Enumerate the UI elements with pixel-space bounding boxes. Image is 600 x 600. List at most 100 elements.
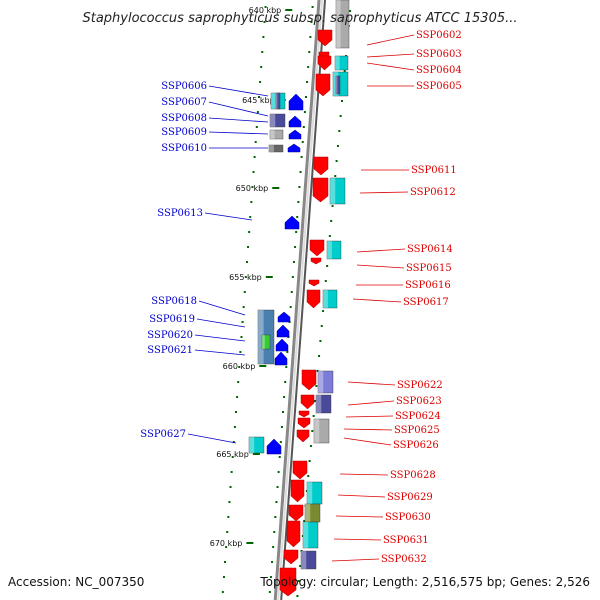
dark-feature-block-shade xyxy=(269,145,274,152)
cyan-feature-block[interactable] xyxy=(302,521,319,549)
cyan-feature-block-shade xyxy=(333,72,339,96)
leader-line xyxy=(366,53,415,58)
gray-feature-block[interactable] xyxy=(269,129,284,140)
plus-gene-arrow[interactable] xyxy=(283,549,299,565)
gene-labels[interactable]: SSP0606 SSP0607 SSP0608 SSP0609 SSP0610 SSP06… xyxy=(140,30,461,565)
plus-gene-arrow[interactable] xyxy=(317,55,332,71)
guide-dot xyxy=(309,36,312,38)
plus-gene-label[interactable]: SSP0622 xyxy=(397,380,443,391)
plus-gene-label[interactable]: SSP0615 xyxy=(406,263,452,274)
guide-dot xyxy=(336,145,339,147)
plus-gene-arrow[interactable] xyxy=(292,460,308,480)
plus-gene-arrow[interactable] xyxy=(297,417,311,429)
minus-gene-arrow[interactable] xyxy=(288,129,302,140)
plus-gene-label[interactable]: SSP0604 xyxy=(416,65,462,76)
plus-gene-label[interactable]: SSP0628 xyxy=(390,470,436,481)
plus-gene-arrow[interactable] xyxy=(312,177,329,203)
minus-gene-label[interactable]: SSP0610 xyxy=(161,143,207,154)
guide-dot xyxy=(276,486,279,488)
minus-gene-arrow[interactable] xyxy=(288,115,302,128)
plus-gene-label[interactable]: SSP0616 xyxy=(405,280,451,291)
cyan-feature-block[interactable] xyxy=(329,177,346,205)
minus-gene-label[interactable]: SSP0621 xyxy=(147,345,193,356)
plus-gene-arrow[interactable] xyxy=(288,504,304,522)
plus-gene-arrow[interactable] xyxy=(309,239,325,257)
backbone-outer xyxy=(273,0,321,600)
slate-feature-block[interactable] xyxy=(335,75,341,95)
guide-dot xyxy=(311,430,314,432)
slate-feature-block[interactable] xyxy=(275,92,281,110)
plus-gene-arrow[interactable] xyxy=(313,156,329,176)
plus-gene-label[interactable]: SSP0617 xyxy=(403,297,449,308)
minus-gene-label[interactable]: SSP0609 xyxy=(161,127,207,138)
plus-gene-arrow[interactable] xyxy=(290,479,305,503)
plus-gene-label[interactable]: SSP0611 xyxy=(411,165,457,176)
plus-gene-arrow[interactable] xyxy=(296,429,310,443)
plus-gene-label[interactable]: SSP0614 xyxy=(407,244,453,255)
cyan-feature-block-shade xyxy=(303,522,309,548)
cyan-feature-block[interactable] xyxy=(248,436,265,454)
plus-gene-label[interactable]: SSP0603 xyxy=(416,49,462,60)
minus-gene-arrow[interactable] xyxy=(266,438,282,455)
gene-features[interactable] xyxy=(248,0,350,597)
cyan-feature-block[interactable] xyxy=(326,240,342,260)
plus-gene-arrow[interactable] xyxy=(308,279,320,287)
gray-feature-block[interactable] xyxy=(313,418,330,444)
slate-feature-block[interactable] xyxy=(269,113,286,128)
dark-feature-block[interactable] xyxy=(268,144,284,153)
guide-dot xyxy=(272,546,275,548)
minus-gene-arrow[interactable] xyxy=(287,143,301,153)
minus-gene-label[interactable]: SSP0618 xyxy=(151,296,197,307)
minus-gene-label[interactable]: SSP0608 xyxy=(161,113,207,124)
plus-gene-arrow[interactable] xyxy=(315,73,331,97)
plus-gene-label[interactable]: SSP0631 xyxy=(383,535,429,546)
leader-line xyxy=(343,437,392,446)
minus-gene-label[interactable]: SSP0619 xyxy=(149,314,195,325)
plus-gene-label[interactable]: SSP0623 xyxy=(396,396,442,407)
plus-gene-arrow[interactable] xyxy=(306,289,321,309)
gray-feature-block[interactable] xyxy=(335,0,350,49)
plus-gene-arrow[interactable] xyxy=(317,29,333,47)
plus-gene-arrow[interactable] xyxy=(300,394,315,410)
minus-gene-arrow[interactable] xyxy=(288,93,304,111)
leader-line xyxy=(356,248,406,253)
minus-gene-label[interactable]: SSP0606 xyxy=(161,81,207,92)
plus-gene-arrow[interactable] xyxy=(286,520,301,548)
cyan-feature-block[interactable] xyxy=(322,289,338,309)
guide-dot xyxy=(254,141,257,143)
guide-dot xyxy=(222,576,225,578)
plus-gene-label[interactable]: SSP0605 xyxy=(416,81,462,92)
minus-gene-arrow[interactable] xyxy=(284,215,300,230)
slate-feature-block[interactable] xyxy=(300,550,317,570)
minus-gene-arrow[interactable] xyxy=(274,351,288,366)
plus-gene-label[interactable]: SSP0630 xyxy=(385,512,431,523)
plus-gene-label[interactable]: SSP0626 xyxy=(393,440,439,451)
green-feature-block[interactable] xyxy=(261,334,271,350)
plus-gene-label[interactable]: SSP0624 xyxy=(395,411,441,422)
periwinkle-feature-block[interactable] xyxy=(317,370,334,394)
minus-gene-label[interactable]: SSP0613 xyxy=(157,208,203,219)
plus-gene-label[interactable]: SSP0632 xyxy=(381,554,427,565)
guide-dot xyxy=(328,235,331,237)
cyan-feature-block[interactable] xyxy=(334,55,349,71)
guide-dot xyxy=(233,426,236,428)
minus-gene-arrow[interactable] xyxy=(275,338,289,352)
plus-gene-label[interactable]: SSP0629 xyxy=(387,492,433,503)
slate-feature-block[interactable] xyxy=(315,394,332,414)
plus-gene-label[interactable]: SSP0612 xyxy=(410,187,456,198)
plus-gene-arrow[interactable] xyxy=(279,567,297,597)
minus-gene-arrow[interactable] xyxy=(277,311,291,323)
minus-gene-arrow[interactable] xyxy=(276,324,290,338)
ruler-tick xyxy=(272,187,280,189)
guide-dot xyxy=(229,486,232,488)
plus-gene-label[interactable]: SSP0602 xyxy=(416,30,462,41)
minus-gene-label[interactable]: SSP0607 xyxy=(161,97,207,108)
plus-gene-arrow[interactable] xyxy=(298,410,310,418)
plus-gene-label[interactable]: SSP0625 xyxy=(394,425,440,436)
minus-gene-label[interactable]: SSP0620 xyxy=(147,330,193,341)
plus-gene-arrow[interactable] xyxy=(301,369,317,391)
minus-gene-label[interactable]: SSP0627 xyxy=(140,429,186,440)
plus-gene-arrow[interactable] xyxy=(310,257,322,265)
slate-feature-block-shade xyxy=(301,551,307,569)
guide-dot xyxy=(341,100,343,102)
